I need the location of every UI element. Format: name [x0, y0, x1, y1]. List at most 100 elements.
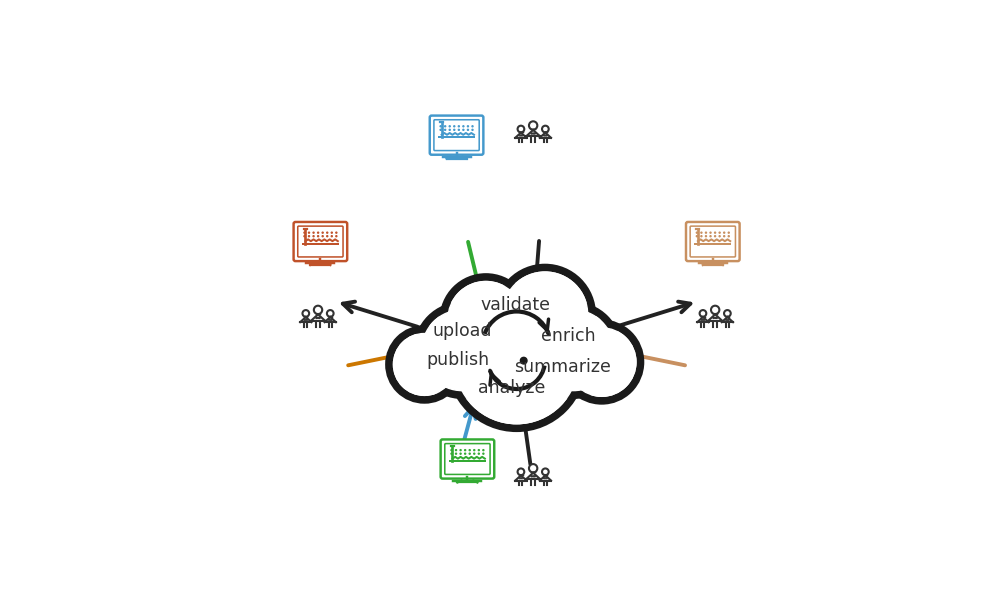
- Circle shape: [706, 236, 707, 237]
- Circle shape: [483, 453, 484, 454]
- Circle shape: [313, 232, 314, 233]
- Circle shape: [697, 232, 698, 233]
- Circle shape: [562, 324, 640, 401]
- Circle shape: [531, 476, 532, 477]
- Circle shape: [313, 236, 314, 237]
- Circle shape: [719, 232, 720, 233]
- Circle shape: [517, 468, 524, 475]
- Circle shape: [455, 300, 579, 424]
- Circle shape: [469, 449, 470, 451]
- Circle shape: [498, 268, 593, 362]
- Circle shape: [531, 133, 532, 134]
- Circle shape: [483, 449, 484, 451]
- Circle shape: [534, 133, 535, 134]
- Circle shape: [456, 453, 457, 454]
- Circle shape: [454, 126, 455, 127]
- Circle shape: [448, 282, 524, 357]
- Circle shape: [460, 453, 461, 454]
- Circle shape: [318, 317, 319, 319]
- Circle shape: [336, 236, 337, 237]
- Circle shape: [450, 126, 451, 127]
- Circle shape: [323, 236, 324, 237]
- Circle shape: [528, 305, 618, 395]
- Circle shape: [308, 236, 309, 237]
- Circle shape: [465, 453, 466, 454]
- Circle shape: [336, 232, 337, 233]
- Circle shape: [468, 126, 469, 127]
- Circle shape: [711, 306, 720, 314]
- Circle shape: [710, 236, 711, 237]
- Circle shape: [327, 236, 328, 237]
- Circle shape: [717, 317, 718, 319]
- FancyBboxPatch shape: [293, 222, 347, 261]
- Circle shape: [542, 126, 548, 133]
- Text: enrich: enrich: [541, 327, 596, 345]
- Circle shape: [713, 317, 714, 319]
- Circle shape: [479, 449, 480, 451]
- Circle shape: [302, 310, 309, 317]
- Circle shape: [451, 449, 452, 451]
- Circle shape: [520, 357, 527, 364]
- Circle shape: [451, 453, 452, 454]
- FancyBboxPatch shape: [686, 222, 740, 261]
- Circle shape: [532, 133, 533, 134]
- Circle shape: [323, 232, 324, 233]
- Circle shape: [318, 236, 319, 237]
- Circle shape: [327, 232, 328, 233]
- Circle shape: [472, 126, 473, 127]
- Text: validate: validate: [481, 297, 550, 314]
- Circle shape: [313, 306, 323, 314]
- Circle shape: [534, 476, 535, 477]
- Text: publish: publish: [426, 351, 489, 369]
- Text: analyze: analyze: [478, 379, 545, 397]
- FancyBboxPatch shape: [429, 115, 484, 155]
- Circle shape: [701, 232, 702, 233]
- Circle shape: [529, 464, 537, 472]
- Circle shape: [460, 449, 461, 451]
- Circle shape: [389, 329, 460, 400]
- Circle shape: [316, 317, 317, 319]
- Circle shape: [332, 232, 333, 233]
- Circle shape: [502, 272, 588, 357]
- Circle shape: [701, 236, 702, 237]
- Circle shape: [393, 333, 456, 395]
- Circle shape: [327, 310, 334, 317]
- Text: upload: upload: [432, 322, 492, 340]
- Circle shape: [332, 236, 333, 237]
- Circle shape: [710, 232, 711, 233]
- Circle shape: [469, 453, 470, 454]
- Circle shape: [719, 236, 720, 237]
- Circle shape: [308, 232, 309, 233]
- Circle shape: [715, 317, 716, 319]
- Circle shape: [724, 232, 725, 233]
- Circle shape: [417, 305, 507, 395]
- Circle shape: [517, 126, 524, 133]
- Circle shape: [724, 310, 731, 317]
- Circle shape: [533, 310, 614, 391]
- Circle shape: [529, 122, 537, 130]
- Circle shape: [542, 468, 548, 475]
- Circle shape: [697, 236, 698, 237]
- Circle shape: [456, 449, 457, 451]
- Circle shape: [728, 236, 729, 237]
- Circle shape: [474, 453, 475, 454]
- Circle shape: [724, 236, 725, 237]
- Text: summarize: summarize: [514, 358, 612, 376]
- Circle shape: [568, 328, 636, 396]
- Circle shape: [706, 232, 707, 233]
- Circle shape: [474, 449, 475, 451]
- Circle shape: [318, 232, 319, 233]
- Circle shape: [700, 310, 707, 317]
- Circle shape: [715, 236, 716, 237]
- Circle shape: [465, 449, 466, 451]
- Circle shape: [715, 232, 716, 233]
- Circle shape: [479, 453, 480, 454]
- Circle shape: [440, 126, 442, 127]
- Circle shape: [304, 232, 305, 233]
- Circle shape: [320, 317, 321, 319]
- FancyBboxPatch shape: [440, 440, 494, 478]
- Circle shape: [422, 310, 503, 391]
- Circle shape: [463, 126, 464, 127]
- Circle shape: [728, 232, 729, 233]
- Circle shape: [444, 277, 528, 362]
